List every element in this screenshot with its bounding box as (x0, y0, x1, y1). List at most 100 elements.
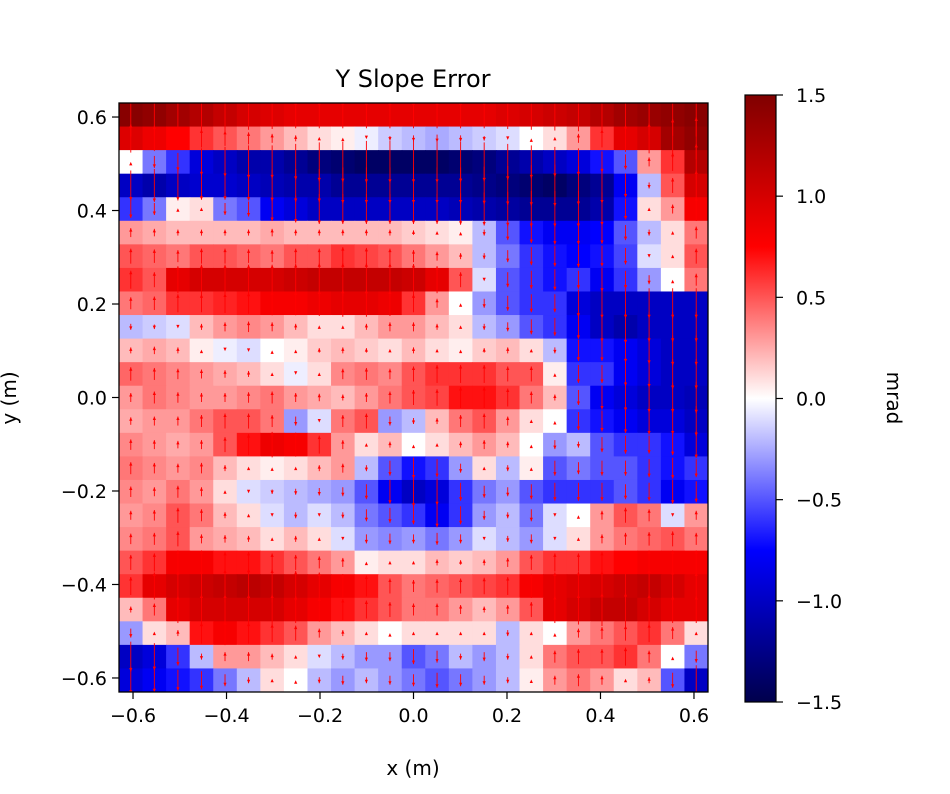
quiver-arrow (152, 249, 156, 263)
quiver-arrow (411, 476, 416, 507)
quiver-arrow (694, 572, 698, 600)
quiver-arrow (317, 628, 321, 638)
quiver-arrow (506, 388, 510, 407)
quiver-arrow (364, 600, 368, 619)
quiver-arrow (435, 364, 439, 383)
quiver-arrow (176, 229, 180, 236)
quiver-arrow (341, 325, 345, 329)
quiver-arrow (529, 444, 533, 449)
quiver-arrow (694, 532, 698, 545)
quiver-arrow (270, 228, 274, 237)
quiver-arrow (529, 419, 533, 424)
heatmap-cell (213, 338, 238, 363)
quiver-arrow (199, 509, 204, 522)
quiver-arrow (694, 431, 698, 459)
quiver-arrow (176, 507, 180, 523)
quiver-arrow (388, 348, 392, 353)
quiver-arrow (341, 599, 345, 621)
quiver-arrow (199, 129, 204, 148)
quiver-arrow (176, 570, 180, 601)
quiver-arrow (223, 393, 227, 402)
quiver-arrow (317, 325, 321, 329)
quiver-arrow (129, 347, 133, 354)
quiver-arrow (246, 132, 251, 145)
y-tick-label: 0.0 (77, 388, 107, 410)
quiver-arrow (529, 631, 533, 636)
quiver-arrow (199, 207, 204, 212)
quiver-arrow (388, 441, 392, 448)
quiver-arrow (506, 512, 510, 519)
quiver-arrow (152, 203, 156, 216)
quiver-arrow (388, 229, 392, 236)
quiver-arrow (176, 324, 180, 329)
quiver-arrow (152, 603, 156, 616)
quiver-arrow (459, 415, 463, 428)
quiver-arrow (294, 570, 298, 601)
quiver-arrow (623, 625, 628, 641)
quiver-arrow (176, 440, 180, 449)
quiver-arrow (506, 465, 510, 472)
quiver-arrow (600, 534, 604, 544)
quiver-arrow (294, 512, 298, 519)
quiver-arrow (576, 133, 581, 143)
quiver-arrow (671, 513, 675, 517)
heatmap-cell (543, 621, 568, 646)
quiver-arrow (553, 136, 557, 141)
quiver-arrow (694, 650, 698, 663)
quiver-arrow (223, 437, 227, 453)
quiver-arrow (623, 338, 628, 363)
quiver-arrow (317, 487, 321, 496)
quiver-arrow (199, 622, 204, 644)
quiver-arrow (435, 231, 439, 235)
quiver-arrow (152, 631, 156, 636)
quiver-arrow (576, 628, 581, 638)
quiver-arrow (623, 198, 628, 220)
quiver-arrow (459, 303, 463, 307)
quiver-arrow (364, 443, 368, 447)
quiver-arrow (506, 136, 510, 140)
quiver-arrow (647, 459, 651, 478)
quiver-arrow (459, 193, 463, 225)
quiver-arrow (246, 264, 251, 295)
quiver-arrow (506, 487, 510, 497)
quiver-arrow (435, 532, 439, 545)
quiver-arrow (388, 322, 392, 332)
quiver-arrow (388, 136, 392, 141)
quiver-arrow (223, 130, 227, 146)
quiver-arrow (411, 674, 416, 687)
quiver-arrow (317, 513, 321, 517)
quiver-arrow (435, 194, 439, 225)
quiver-arrow (364, 393, 368, 402)
quiver-arrow (199, 462, 204, 474)
quiver-arrow (671, 407, 675, 435)
quiver-arrow (671, 118, 675, 158)
quiver-arrow (623, 124, 628, 152)
quiver-arrow (506, 272, 510, 288)
quiver-arrow (246, 513, 251, 518)
quiver-arrow (270, 431, 274, 458)
quiver-arrow (364, 194, 368, 225)
quiver-arrow (576, 515, 581, 519)
quiver-arrow (435, 579, 439, 593)
quiver-arrow (553, 675, 557, 685)
quiver-arrow (129, 510, 133, 520)
quiver-arrow (671, 627, 675, 640)
quiver-arrow (482, 348, 486, 353)
quiver-arrow (411, 534, 416, 544)
quiver-arrow (529, 366, 533, 382)
quiver-arrow (506, 677, 510, 684)
heatmap-cell (566, 503, 591, 528)
quiver-arrow (341, 536, 345, 541)
quiver-arrow (435, 298, 439, 308)
quiver-arrow (129, 439, 133, 450)
quiver-arrow (152, 553, 156, 572)
quiver-arrow (435, 323, 439, 330)
quiver-arrow (176, 463, 180, 473)
colorbar-tick-label: 0.0 (796, 389, 826, 411)
x-axis-ticks: −0.6 −0.4 −0.2 0.0 0.2 0.4 0.6 (110, 692, 709, 727)
quiver-arrow (317, 229, 321, 236)
quiver-arrow (506, 366, 510, 382)
quiver-arrow (647, 207, 651, 212)
x-tick-label: −0.4 (203, 705, 249, 727)
quiver-arrow (152, 487, 156, 497)
